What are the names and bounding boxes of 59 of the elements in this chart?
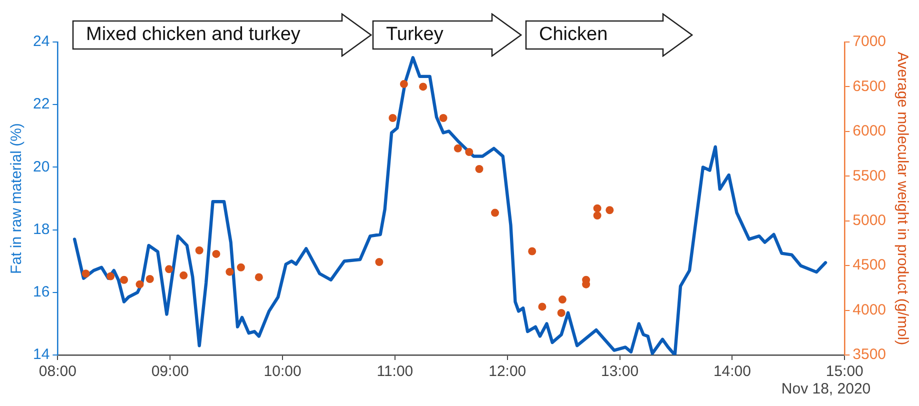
x-tick-label: 11:00 <box>376 363 414 380</box>
point <box>439 114 448 122</box>
point <box>146 274 154 283</box>
y-tick-label: 14 <box>32 346 50 364</box>
point <box>106 272 115 280</box>
y2-tick-label: 7000 <box>852 33 886 50</box>
point <box>465 148 474 156</box>
point <box>606 206 614 214</box>
point <box>180 271 188 280</box>
point <box>195 246 204 254</box>
x-tick-label: 15:00 <box>826 363 864 380</box>
y-tick-label: 22 <box>32 96 50 113</box>
y2-tick-label: 4000 <box>852 301 886 318</box>
y-tick-label: 16 <box>32 284 50 301</box>
point <box>419 82 428 91</box>
block-arrow: Chicken <box>525 13 693 57</box>
point <box>491 208 499 217</box>
point <box>375 258 384 266</box>
y2-tick-label: 5000 <box>852 212 886 229</box>
point <box>226 268 234 276</box>
annotation: Chicken <box>539 24 608 46</box>
annotation: Turkey <box>386 24 444 46</box>
point <box>593 204 602 212</box>
point <box>558 296 566 304</box>
y2-tick-label: 5500 <box>852 167 886 184</box>
point <box>164 265 173 274</box>
point <box>557 308 566 317</box>
y2-axis-title: Average molecular weight in product (g/mol) <box>894 52 911 346</box>
point <box>528 247 536 256</box>
point <box>400 80 408 88</box>
x-tick-label: 14:00 <box>713 363 751 380</box>
point <box>475 164 484 173</box>
x-tick-label: 08:00 <box>38 363 76 380</box>
block-arrow: Turkey <box>372 13 522 57</box>
y-tick-label: 18 <box>32 220 50 238</box>
x-tick-label: 12:00 <box>488 363 526 380</box>
point <box>454 144 462 152</box>
point <box>593 211 602 220</box>
block-arrow: Mixed chicken and turkey <box>72 13 372 57</box>
x-tick-label: 10:00 <box>264 363 302 380</box>
y2-tick-label: 3500 <box>852 346 886 364</box>
y2-tick-label: 6000 <box>852 122 886 140</box>
y-axis-title: Fat in raw material (%) <box>8 123 26 274</box>
y-tick-label: 24 <box>32 33 50 50</box>
point <box>388 114 397 122</box>
point <box>538 302 546 311</box>
annotation: Mixed chicken and turkey <box>86 24 300 46</box>
y-tick-label: 20 <box>32 158 50 176</box>
x-tick-label: 13:00 <box>601 363 639 380</box>
y2-tick-label: 4500 <box>852 256 886 274</box>
point <box>120 276 128 284</box>
text: Nov 18, 2020 <box>781 380 871 398</box>
x-tick-label: 09:00 <box>151 363 189 380</box>
point <box>212 250 220 258</box>
point <box>236 263 245 272</box>
point <box>136 280 144 288</box>
y2-tick-label: 6500 <box>852 78 886 95</box>
point <box>254 273 263 282</box>
point <box>82 270 90 278</box>
